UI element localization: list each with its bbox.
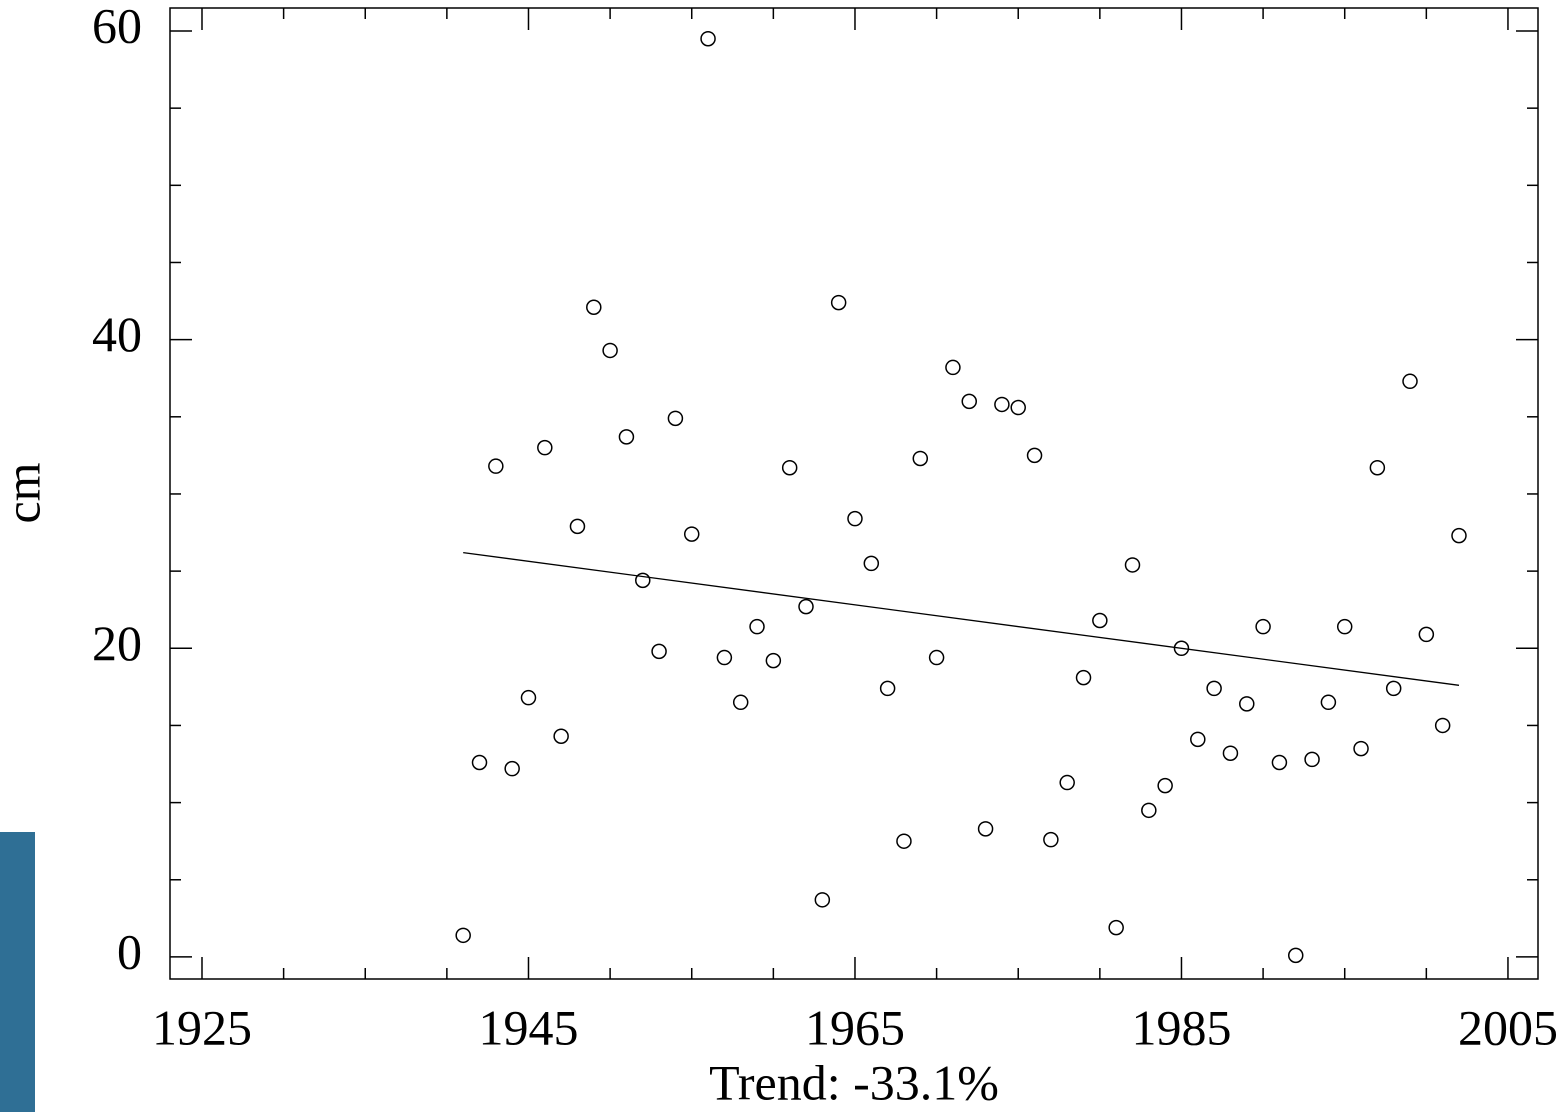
point — [896, 833, 912, 849]
point — [1402, 373, 1418, 390]
point — [1271, 754, 1288, 771]
point — [1320, 694, 1337, 711]
point — [553, 728, 569, 744]
point — [1434, 717, 1451, 734]
point — [700, 30, 716, 47]
point — [1451, 527, 1467, 544]
point — [651, 643, 667, 660]
point — [488, 458, 504, 474]
point — [1287, 947, 1304, 964]
y-tick-label: 0 — [117, 923, 142, 979]
point — [635, 572, 651, 589]
point — [1059, 774, 1075, 791]
point — [912, 450, 929, 467]
point — [504, 760, 520, 777]
plot-frame — [169, 7, 1539, 980]
point — [602, 342, 618, 359]
point — [977, 821, 994, 837]
logo-fragment — [0, 832, 35, 1112]
point — [1369, 459, 1386, 476]
point — [1075, 669, 1092, 686]
point — [569, 518, 586, 535]
point — [1353, 740, 1369, 757]
point — [1108, 919, 1124, 936]
point — [1173, 640, 1190, 657]
x-tick-label: 1985 — [1131, 999, 1231, 1055]
point — [732, 694, 749, 711]
x-tick-label: 1945 — [478, 999, 578, 1055]
point — [520, 689, 537, 706]
x-tick-label: 1965 — [805, 999, 905, 1055]
point — [1222, 745, 1239, 761]
point — [1304, 751, 1320, 768]
point — [1418, 626, 1435, 643]
point — [814, 892, 831, 908]
point — [716, 649, 733, 666]
point — [1385, 680, 1402, 697]
point — [781, 459, 798, 476]
point — [1336, 618, 1353, 635]
point — [863, 555, 880, 572]
point — [1026, 447, 1043, 464]
point — [847, 510, 863, 527]
y-tick-label: 20 — [92, 615, 142, 671]
point — [586, 299, 602, 315]
point — [798, 598, 814, 615]
point — [994, 396, 1010, 413]
point — [1043, 831, 1059, 848]
x-axis-label: Trend: -33.1% — [709, 1054, 999, 1110]
point — [749, 618, 765, 635]
point — [471, 754, 488, 771]
point — [618, 429, 635, 445]
y-axis-label: cm — [0, 462, 50, 523]
point — [765, 652, 782, 669]
point — [961, 393, 978, 410]
point — [537, 439, 553, 456]
point — [1092, 612, 1108, 629]
point — [683, 526, 700, 542]
point — [928, 649, 945, 666]
x-tick-label: 1925 — [152, 999, 252, 1055]
point — [1010, 399, 1026, 416]
y-tick-label: 60 — [92, 0, 142, 53]
point — [1124, 557, 1141, 573]
point — [1190, 731, 1206, 748]
point — [1157, 777, 1173, 794]
y-tick-label: 40 — [92, 306, 142, 362]
point — [830, 294, 847, 311]
trend-line — [463, 551, 1460, 686]
point — [879, 680, 896, 697]
x-tick-label: 2005 — [1458, 999, 1558, 1055]
point — [1255, 618, 1271, 635]
point — [1141, 802, 1157, 819]
point — [1239, 696, 1255, 712]
point — [945, 359, 961, 376]
point — [1206, 680, 1222, 697]
point — [667, 410, 684, 427]
point — [455, 927, 471, 944]
